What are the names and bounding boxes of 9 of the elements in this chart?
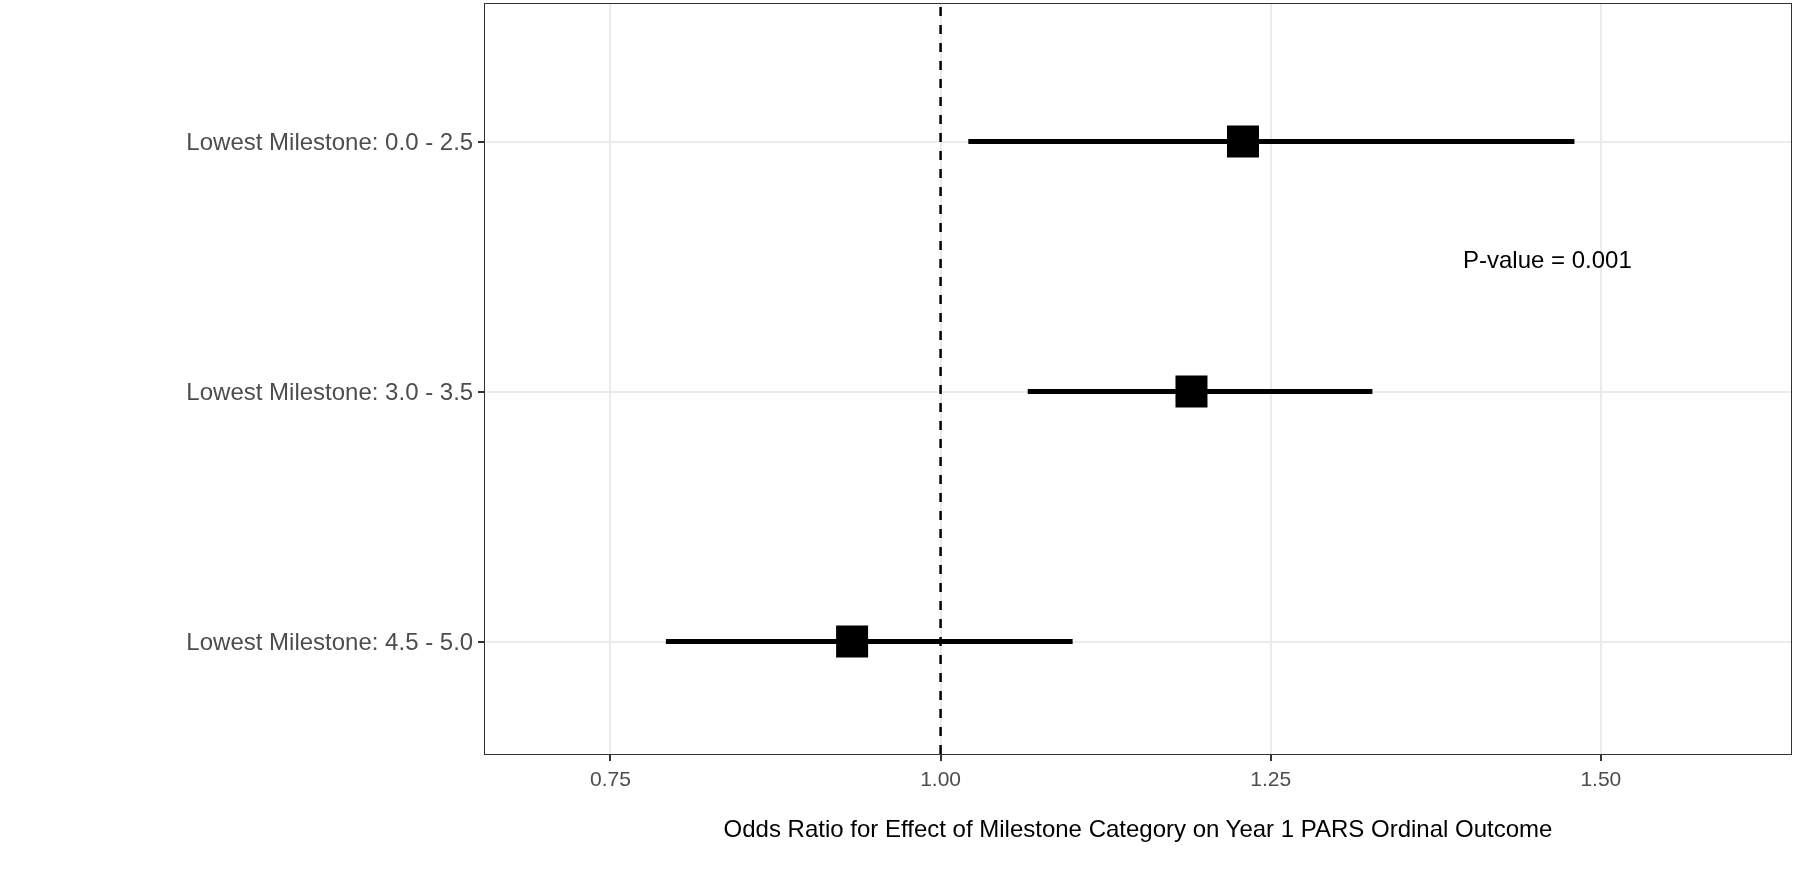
x-tick-label: 0.75 [590,767,631,791]
x-axis-title: Odds Ratio for Effect of Milestone Category on Year 1 PARS Ordinal Outcome [723,814,1553,842]
x-tick-label: 1.50 [1580,767,1622,791]
y-tick-label: Lowest Milestone: 4.5 - 5.0 [186,627,474,655]
y-tick-label: Lowest Milestone: 3.0 - 3.5 [186,377,474,405]
y-tick-label: Lowest Milestone: 0.0 - 2.5 [186,127,474,155]
annotation: P-value = 0.001 [1463,246,1632,273]
x-tick-label: 1.00 [920,767,962,791]
x-tick-label: 1.25 [1250,767,1292,791]
